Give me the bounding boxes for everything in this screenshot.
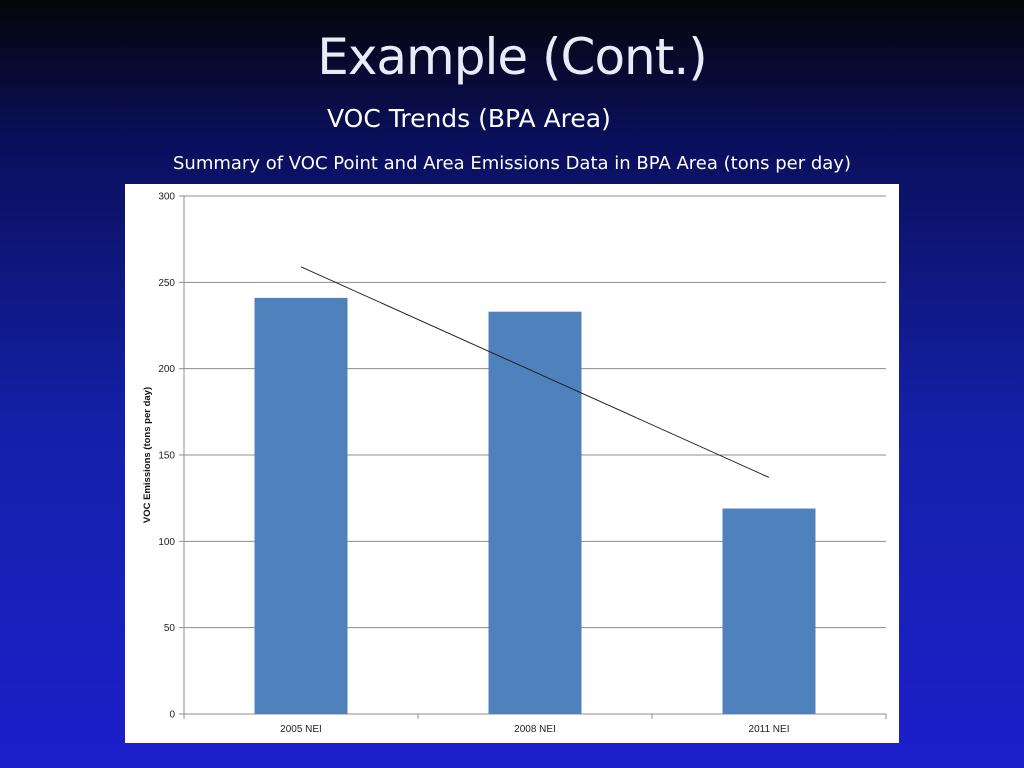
y-tick-label: 300 (158, 192, 175, 203)
slide-title: Example (Cont.) (317, 28, 708, 86)
y-tick-label: 150 (158, 451, 175, 462)
bar-2008-nei (488, 311, 582, 714)
chart-caption: Summary of VOC Point and Area Emissions … (173, 153, 851, 174)
y-axis-title: VOC Emissions (tons per day) (142, 387, 153, 523)
y-tick-label: 50 (164, 623, 176, 634)
x-tick-label: 2011 NEI (749, 724, 790, 735)
bar-2011-nei (722, 508, 816, 714)
y-tick-label: 200 (158, 364, 175, 375)
y-tick-label: 0 (169, 710, 175, 721)
trendline (300, 266, 770, 478)
voc-bar-chart: 0 50 100 150 200 250 300 2005 NEI 2008 NEI 2011 N… (142, 192, 887, 735)
y-tick-label: 250 (158, 278, 175, 289)
slide-subtitle: VOC Trends (BPA Area) (327, 104, 611, 133)
y-tick-label: 100 (158, 537, 175, 548)
x-tick-label: 2005 NEI (280, 724, 322, 735)
bar-2005-nei (254, 297, 348, 714)
chart-panel: 0 50 100 150 200 250 300 2005 NEI 2008 NEI 2011 N… (125, 184, 899, 743)
x-tick-label: 2008 NEI (514, 724, 556, 735)
